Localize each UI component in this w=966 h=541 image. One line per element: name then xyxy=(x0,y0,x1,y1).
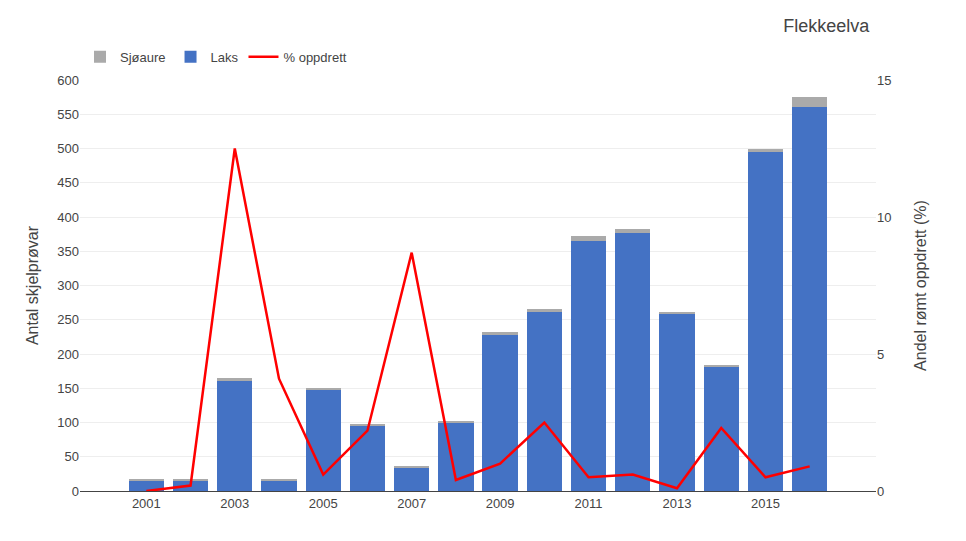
svg-text:2009: 2009 xyxy=(486,496,515,511)
svg-text:Andel rømt oppdrett (%): Andel rømt oppdrett (%) xyxy=(912,200,929,371)
svg-text:500: 500 xyxy=(57,141,79,156)
svg-text:2003: 2003 xyxy=(220,496,249,511)
svg-text:2015: 2015 xyxy=(751,496,780,511)
svg-text:0: 0 xyxy=(877,484,884,499)
svg-text:% oppdrett: % oppdrett xyxy=(283,50,346,65)
svg-text:Sjøaure: Sjøaure xyxy=(120,50,166,65)
svg-text:550: 550 xyxy=(57,107,79,122)
svg-text:Laks: Laks xyxy=(211,50,239,65)
svg-text:2013: 2013 xyxy=(663,496,692,511)
svg-text:100: 100 xyxy=(57,415,79,430)
svg-text:50: 50 xyxy=(65,449,79,464)
svg-text:2005: 2005 xyxy=(309,496,338,511)
svg-text:2011: 2011 xyxy=(575,496,603,511)
svg-text:200: 200 xyxy=(57,347,79,362)
svg-text:400: 400 xyxy=(57,210,79,225)
svg-text:250: 250 xyxy=(57,312,79,327)
svg-text:350: 350 xyxy=(57,244,79,259)
svg-text:0: 0 xyxy=(72,484,79,499)
svg-text:2001: 2001 xyxy=(132,496,161,511)
svg-text:600: 600 xyxy=(57,73,79,88)
svg-text:300: 300 xyxy=(57,278,79,293)
svg-text:Flekkeelva: Flekkeelva xyxy=(783,16,870,36)
svg-text:15: 15 xyxy=(877,73,891,88)
svg-text:10: 10 xyxy=(877,210,891,225)
svg-text:5: 5 xyxy=(877,347,884,362)
svg-text:450: 450 xyxy=(57,175,79,190)
svg-text:Antal skjelprøvar: Antal skjelprøvar xyxy=(24,225,41,345)
svg-text:2007: 2007 xyxy=(397,496,426,511)
svg-text:150: 150 xyxy=(57,381,79,396)
